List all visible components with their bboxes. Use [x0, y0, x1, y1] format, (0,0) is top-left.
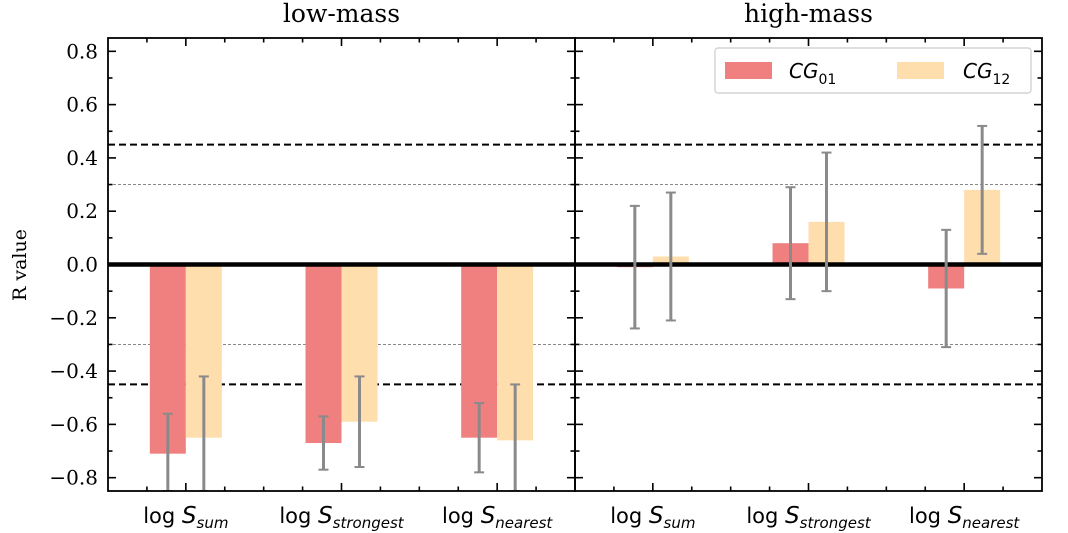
xtick-label-sub: nearest	[495, 514, 553, 532]
xtick-label-base: S	[785, 503, 800, 529]
y-axis-label: R value	[9, 229, 31, 301]
xtick-label-sub: strongest	[333, 514, 405, 532]
y-tick-labels: 0.8 0.6 0.4 0.2 0.0 −0.2 −0.4 −0.6 −0.8	[49, 39, 98, 489]
xtick-label-sub: strongest	[800, 514, 872, 532]
panel-low-mass	[108, 143, 575, 491]
legend-swatch-cg12	[897, 62, 944, 79]
ytick-label-3: 0.2	[66, 199, 98, 223]
xtick-label-base: S	[948, 503, 963, 529]
xtick-label-low-mass-1: log Sstrongest	[279, 503, 404, 532]
legend-label-cg01-base: CG	[789, 59, 818, 83]
xtick-label-sub: sum	[197, 514, 229, 532]
ytick-label-8: −0.8	[49, 466, 98, 490]
xtick-label-high-mass-2: log Snearest	[909, 503, 1020, 532]
ytick-label-0: 0.8	[66, 39, 98, 63]
ytick-label-2: 0.4	[66, 146, 98, 170]
xtick-label-base: S	[649, 503, 664, 529]
xtick-label-sub: sum	[664, 514, 696, 532]
xtick-label-prefix: log	[746, 504, 785, 528]
panel-high-mass	[575, 124, 1042, 386]
xtick-label-prefix: log	[610, 504, 649, 528]
bar-low-mass-cg01-1	[305, 264, 342, 444]
legend-box	[714, 47, 1032, 94]
xtick-label-base: S	[318, 503, 333, 529]
xtick-label-low-mass-2: log Snearest	[442, 503, 553, 532]
ytick-label-4: 0.0	[66, 253, 98, 277]
xtick-label-prefix: log	[143, 504, 182, 528]
legend: CG01 CG12	[714, 47, 1032, 94]
ytick-label-1: 0.6	[66, 93, 98, 117]
legend-label-cg12: CG12	[963, 59, 1010, 88]
panel-frame-high-mass	[574, 37, 1043, 492]
x-tick-labels: log Ssum log Sstrongest log Snearest log Ss…	[143, 503, 1020, 532]
ytick-label-5: −0.2	[49, 306, 98, 330]
legend-label-cg12-sub: 12	[992, 72, 1010, 88]
panel-title-low-mass: low-mass	[283, 0, 400, 28]
xtick-label-high-mass-1: log Sstrongest	[746, 503, 871, 532]
legend-label-cg01-sub: 01	[818, 72, 836, 88]
xtick-label-high-mass-0: log Ssum	[610, 503, 695, 532]
panel-title-high-mass: high-mass	[744, 0, 873, 28]
xtick-label-prefix: log	[279, 504, 318, 528]
xtick-label-prefix: log	[909, 504, 948, 528]
ytick-label-6: −0.4	[49, 359, 98, 383]
legend-label-cg12-base: CG	[963, 59, 992, 83]
legend-label-cg01: CG01	[789, 59, 836, 88]
ytick-label-7: −0.6	[49, 412, 98, 436]
xtick-label-base: S	[182, 503, 197, 529]
legend-swatch-cg01	[725, 62, 772, 79]
xtick-label-base: S	[481, 503, 496, 529]
xtick-label-low-mass-0: log Ssum	[143, 503, 228, 532]
xtick-label-sub: nearest	[962, 514, 1020, 532]
xtick-label-prefix: log	[442, 504, 481, 528]
